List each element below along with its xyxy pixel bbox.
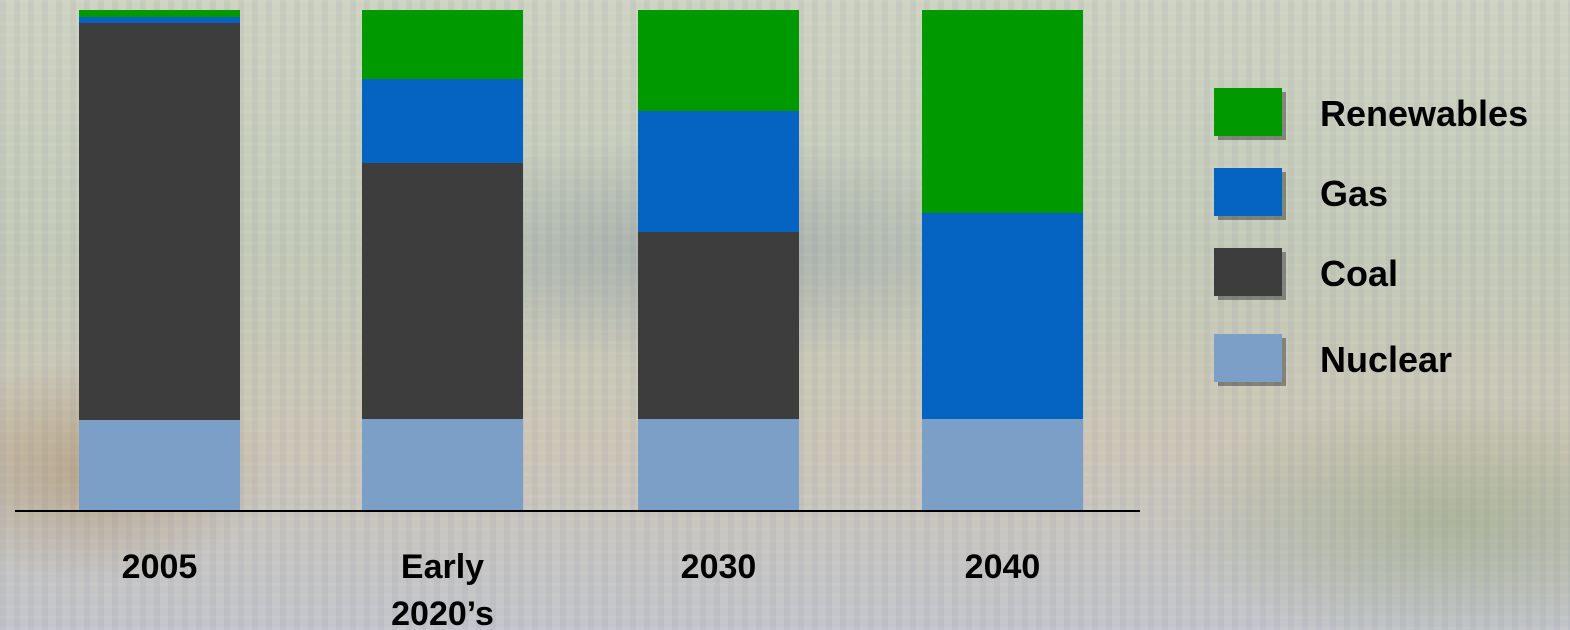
bar-segment-nuclear-2005 — [79, 420, 240, 510]
bar-segment-gas-2005 — [79, 17, 240, 23]
legend-item-coal: Coal — [1214, 248, 1398, 300]
legend: Renewables Gas Coal Nuclear — [1214, 88, 1528, 386]
legend-swatch-coal — [1214, 248, 1282, 296]
x-axis-labels: 2005 Early 2020’s 2030 2040 — [122, 548, 1041, 630]
bar-segment-renewables-2040 — [922, 10, 1083, 213]
legend-label-renewables: Renewables — [1320, 93, 1528, 134]
legend-label-coal: Coal — [1320, 253, 1398, 294]
legend-swatch-gas — [1214, 168, 1282, 216]
x-tick-label: 2040 — [965, 548, 1041, 586]
legend-swatch-renewables — [1214, 88, 1282, 136]
bar-segment-coal-2005 — [79, 23, 240, 420]
bar-segment-coal-early-2020-s — [362, 163, 523, 419]
legend-label-gas: Gas — [1320, 173, 1388, 214]
bars-group — [79, 10, 1083, 510]
bar-segment-renewables-early-2020-s — [362, 10, 523, 79]
bar-segment-gas-2040 — [922, 213, 1083, 419]
bar-segment-renewables-2005 — [79, 10, 240, 17]
legend-label-nuclear: Nuclear — [1320, 339, 1452, 380]
x-tick-label: 2030 — [681, 548, 757, 586]
bar-segment-nuclear-2030 — [638, 419, 799, 510]
legend-item-gas: Gas — [1214, 168, 1388, 220]
bar-segment-nuclear-2040 — [922, 419, 1083, 510]
bar-segment-nuclear-early-2020-s — [362, 419, 523, 510]
bar-segment-renewables-2030 — [638, 10, 799, 111]
bar-segment-gas-2030 — [638, 111, 799, 232]
bar-segment-gas-early-2020-s — [362, 79, 523, 163]
bar-segment-coal-2030 — [638, 232, 799, 419]
legend-item-nuclear: Nuclear — [1214, 334, 1452, 386]
legend-swatch-nuclear — [1214, 334, 1282, 382]
x-tick-label: 2005 — [122, 548, 198, 586]
legend-item-renewables: Renewables — [1214, 88, 1528, 140]
x-tick-label: Early 2020’s — [391, 548, 494, 630]
